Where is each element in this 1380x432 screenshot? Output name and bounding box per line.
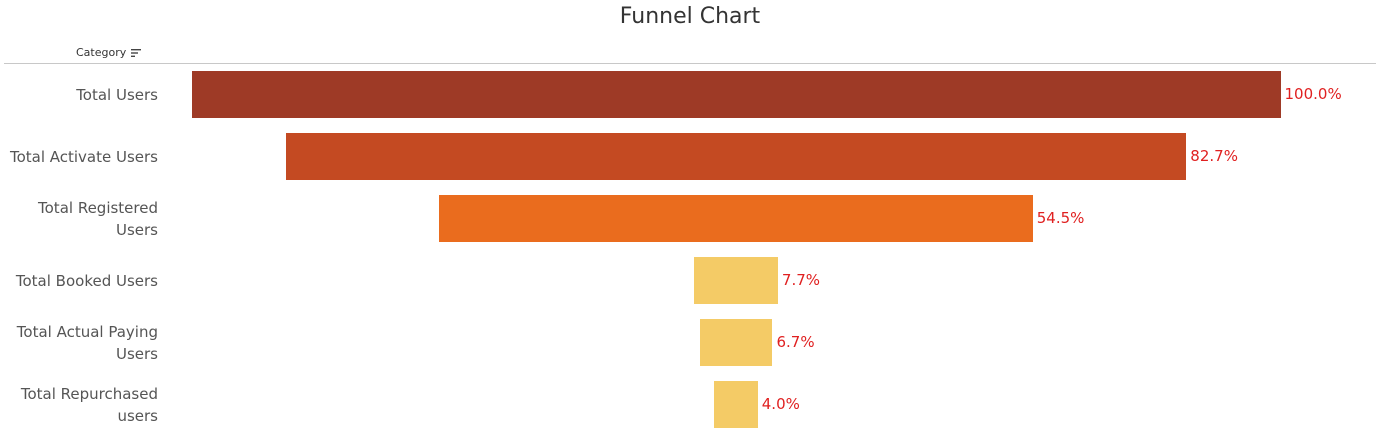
category-label-line: Users [115,344,158,363]
bar-value-label: 6.7% [776,332,815,351]
funnel-bar[interactable] [714,381,758,428]
funnel-bar[interactable] [285,133,1187,180]
category-label-line: Total Repurchased [20,384,158,403]
funnel-bar[interactable] [694,257,778,304]
category-label-line: Total Registered [38,198,158,217]
category-label[interactable]: Total Activate Users [2,146,158,168]
bar-value-label: 82.7% [1190,146,1238,165]
category-label-line: Users [115,220,158,239]
chart-title: Funnel Chart [619,4,761,29]
category-label-line: Total Users [76,85,158,104]
bar-value-label: 54.5% [1036,208,1085,227]
bar-value-label: 7.7% [781,270,821,289]
header-divider [4,63,1376,64]
category-header[interactable]: Category [76,46,142,59]
funnel-bar[interactable] [699,319,773,366]
funnel-bar[interactable] [439,195,1033,242]
category-header-label: Category [76,46,127,59]
bar-value-label: 4.0% [761,394,800,413]
sort-descending-icon[interactable] [130,48,142,58]
category-label-line: Total Booked Users [15,271,158,290]
category-label[interactable]: Total Booked Users [2,270,158,292]
category-label[interactable]: Total Repurchased users [2,383,158,427]
funnel-bar[interactable] [191,71,1281,118]
category-label[interactable]: Total Users [2,84,158,106]
category-label-line: Total Actual Paying [16,322,158,341]
funnel-chart: 100.0% Total Users 82.7% Total Activate Use… [0,64,1380,432]
category-label[interactable]: Total Actual Paying Users [2,321,158,365]
category-label-line: users [117,406,158,425]
category-label-line: Total Activate Users [9,147,158,166]
category-label[interactable]: Total Registered Users [2,197,158,241]
bar-value-label: 100.0% [1284,84,1342,103]
